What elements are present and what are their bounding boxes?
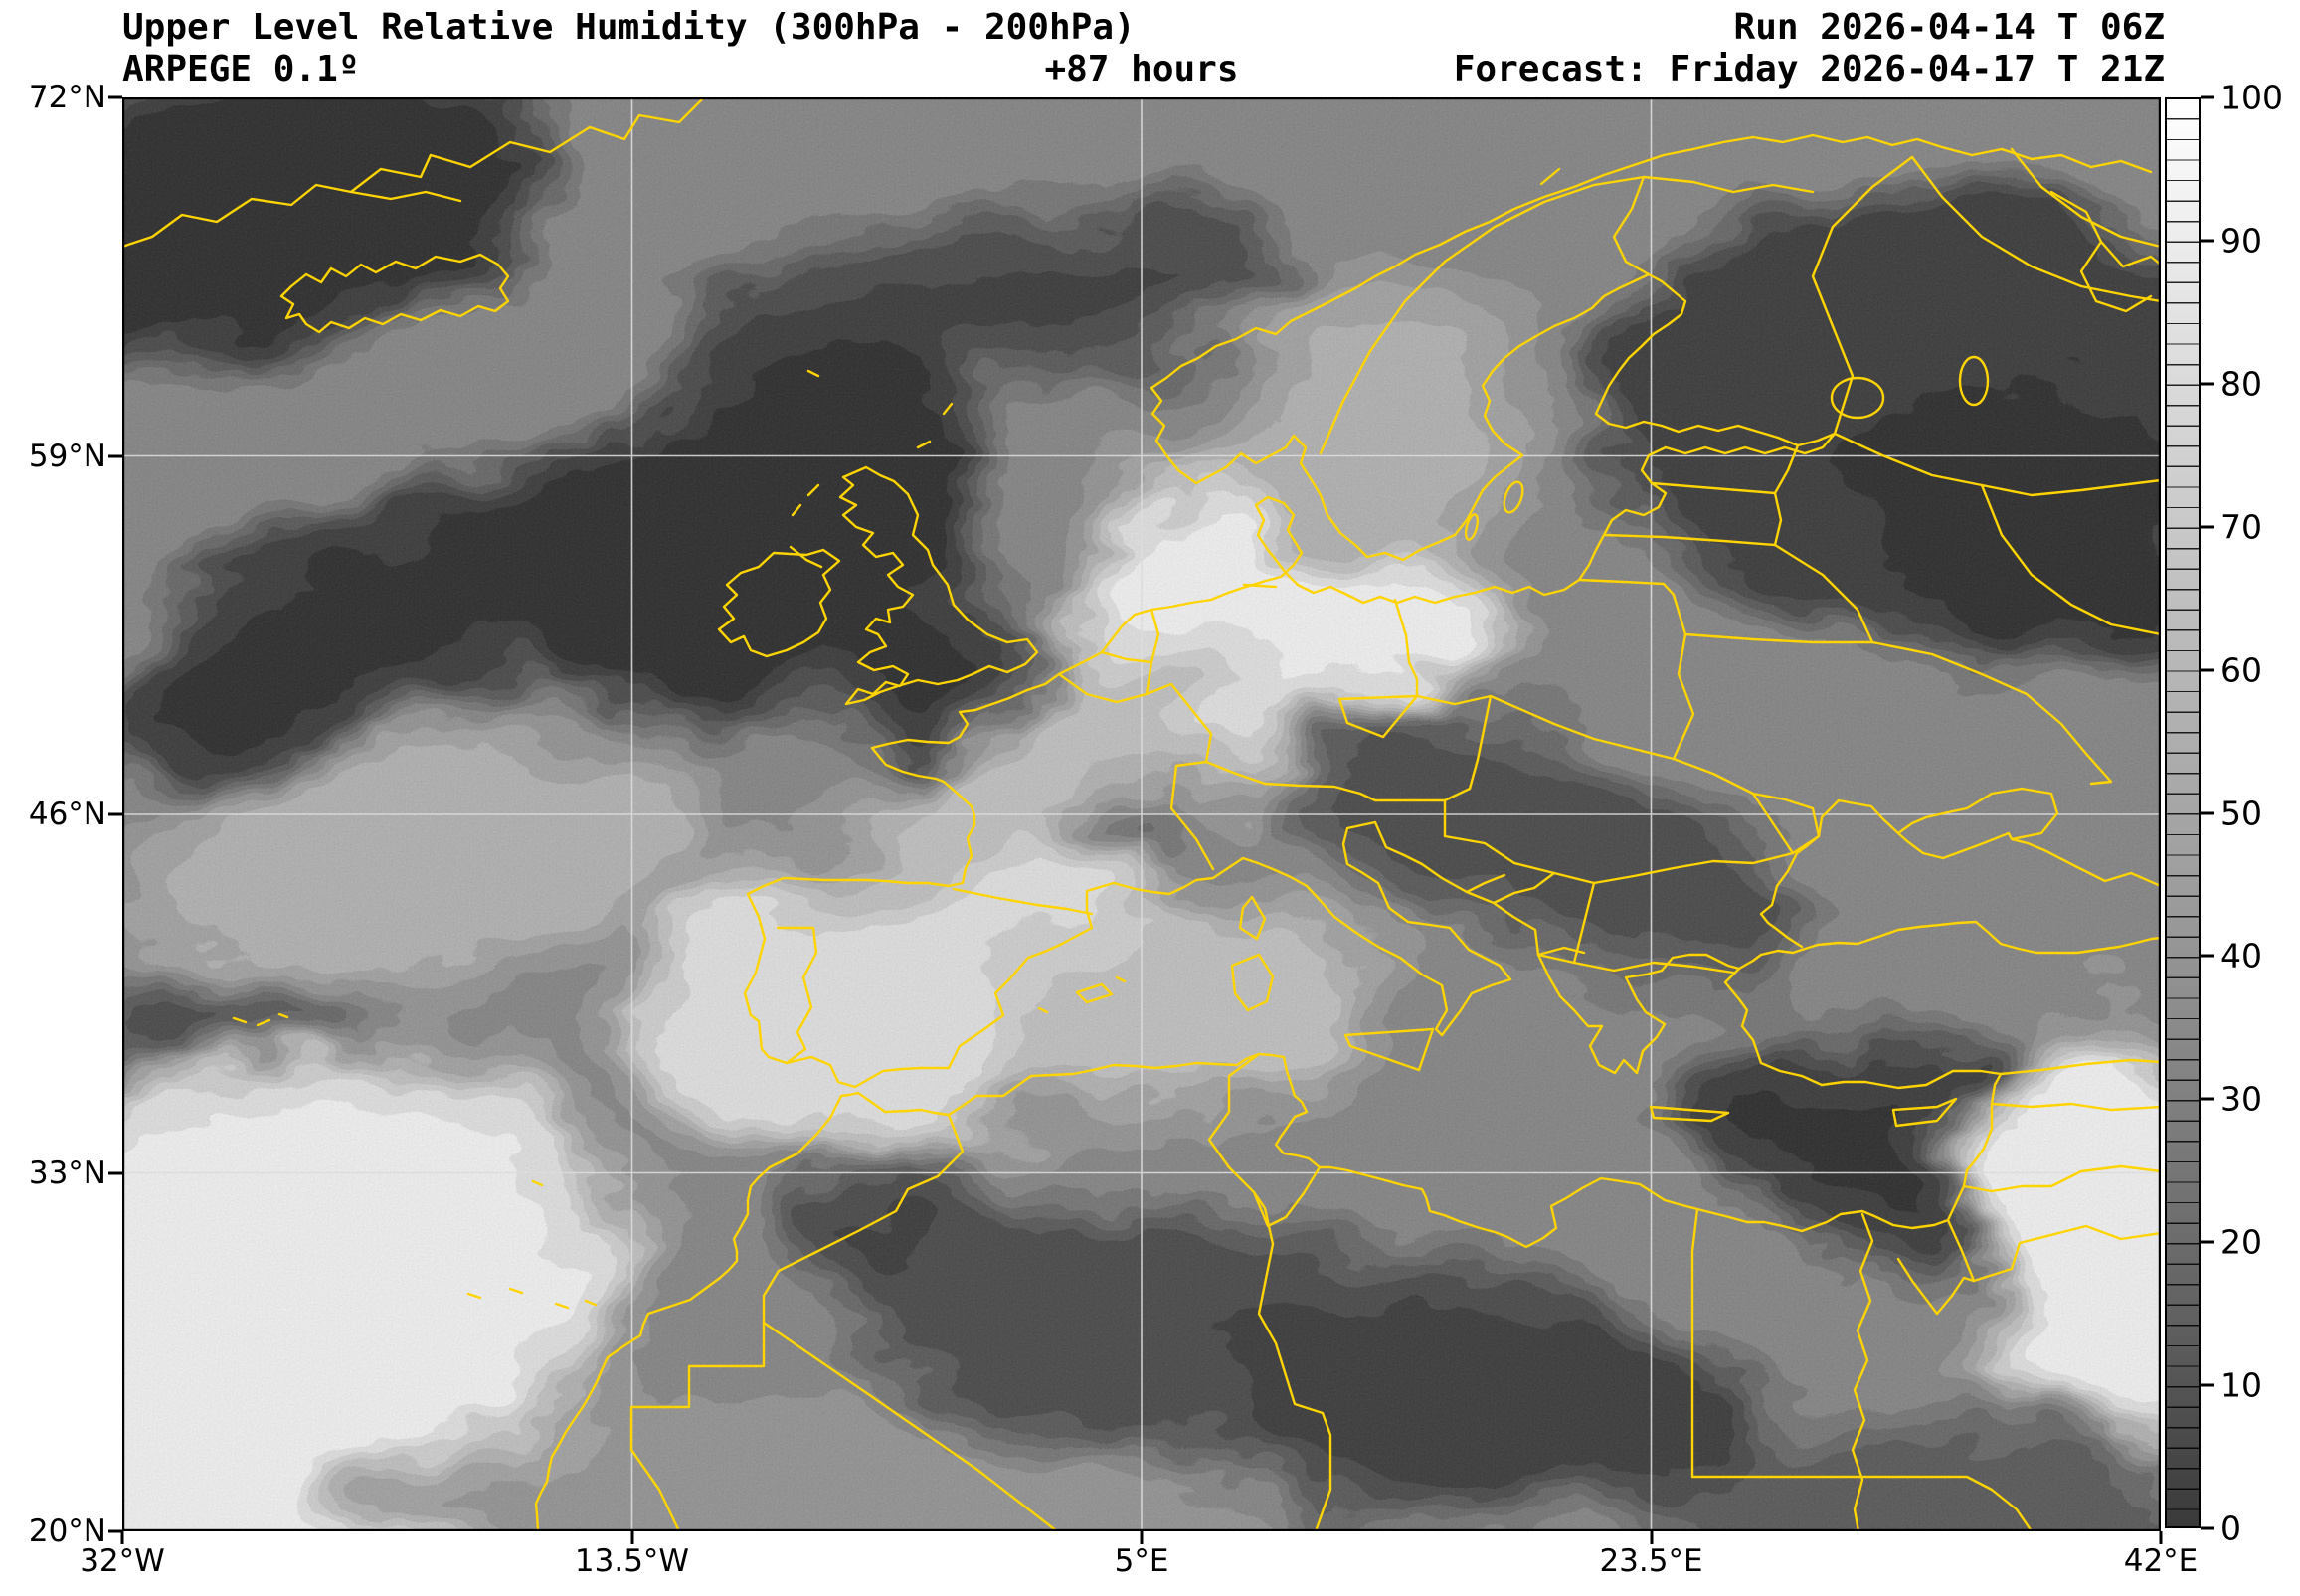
colorbar-tick-label: 60 [2220, 650, 2262, 690]
colorbar-tick-label: 100 [2220, 78, 2283, 117]
colorbar-tick-mark [2201, 95, 2214, 99]
lat-tick-label: 59°N [28, 438, 106, 474]
lat-tick-label: 46°N [28, 797, 106, 832]
colorbar-tick-mark [2201, 239, 2214, 243]
colorbar-tick-label: 0 [2220, 1508, 2241, 1548]
colorbar-tick-mark [2201, 811, 2214, 814]
colorbar-tick-mark [2201, 525, 2214, 529]
lat-tick-mark [108, 1171, 122, 1174]
lon-tick-mark [1650, 1531, 1653, 1544]
map-canvas [122, 97, 2161, 1531]
lat-tick-mark [108, 454, 122, 457]
forecast-label: Forecast: Friday 2026-04-17 T 21Z [1453, 49, 2165, 89]
colorbar-tick-mark [2201, 954, 2214, 958]
lon-tick-label: 5°E [1114, 1543, 1169, 1579]
page-title: Upper Level Relative Humidity (300hPa - … [122, 7, 1136, 48]
colorbar-tick-label: 80 [2220, 364, 2262, 404]
colorbar-tick-mark [2201, 1383, 2214, 1387]
model-label: ARPEGE 0.1º [122, 49, 360, 89]
colorbar-tick-mark [2201, 668, 2214, 672]
colorbar [2165, 97, 2201, 1528]
colorbar-tick-label: 20 [2220, 1222, 2262, 1262]
colorbar-tick-mark [2201, 1526, 2214, 1530]
colorbar-tick-label: 10 [2220, 1365, 2262, 1405]
humidity-map-svg [122, 97, 2161, 1531]
lat-tick-mark [108, 1529, 122, 1533]
lon-tick-label: 42°E [2123, 1543, 2199, 1579]
lat-tick-label: 20°N [28, 1513, 106, 1549]
lat-tick-mark [108, 95, 122, 99]
map-frame [122, 97, 2161, 1531]
colorbar-tick-mark [2201, 1097, 2214, 1101]
lon-tick-mark [630, 1531, 633, 1544]
colorbar-tick-label: 50 [2220, 794, 2262, 832]
lon-tick-mark [1140, 1531, 1144, 1544]
colorbar-tick-label: 30 [2220, 1079, 2262, 1119]
colorbar-tick-label: 40 [2220, 936, 2262, 975]
colorbar-tick-mark [2201, 382, 2214, 386]
lat-tick-mark [108, 812, 122, 816]
lon-tick-mark [2159, 1531, 2163, 1544]
lon-tick-label: 32°W [80, 1543, 165, 1579]
run-label: Run 2026-04-14 T 06Z [1733, 7, 2165, 48]
lon-tick-label: 23.5°E [1599, 1543, 1703, 1579]
lon-tick-label: 13.5°W [574, 1543, 690, 1579]
colorbar-tick-label: 70 [2220, 507, 2262, 547]
colorbar-tick-label: 90 [2220, 221, 2262, 261]
colorbar-tick-mark [2201, 1240, 2214, 1244]
lead-time-label: +87 hours [1044, 49, 1239, 89]
lat-tick-label: 33°N [28, 1154, 106, 1191]
country-borders [122, 97, 2161, 1531]
lat-tick-label: 72°N [28, 80, 106, 115]
lon-tick-mark [120, 1531, 124, 1544]
